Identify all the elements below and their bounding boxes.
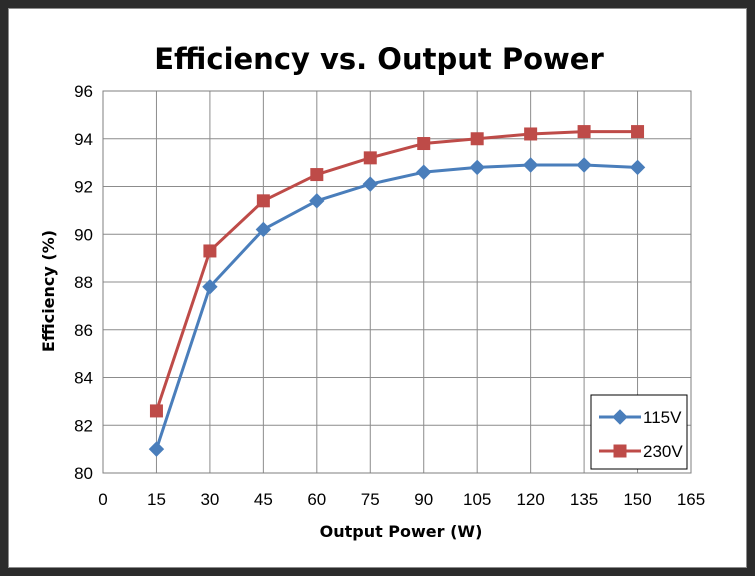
data-point-230v <box>524 127 538 141</box>
data-point-230v <box>417 137 431 151</box>
data-point-230v <box>310 168 324 182</box>
data-point-230v <box>631 125 645 139</box>
legend-marker-230v <box>613 444 627 458</box>
x-tick-label: 105 <box>463 490 491 509</box>
series-layer <box>148 125 646 457</box>
x-tick-label: 150 <box>623 490 651 509</box>
y-axis-title: Efficiency (%) <box>39 230 58 352</box>
legend-marker-115v <box>612 409 628 425</box>
data-point-115v <box>629 159 646 176</box>
efficiency-chart: Efficiency vs. Output Power 80 82 84 86 88 90… <box>39 42 705 541</box>
x-tick-label: 135 <box>570 490 598 509</box>
y-tick-label: 90 <box>74 225 93 244</box>
x-tick-label: 45 <box>254 490 273 509</box>
legend-label-230v: 230V <box>643 442 683 461</box>
y-tick-label: 92 <box>74 178 93 197</box>
y-tick-label: 96 <box>74 82 93 101</box>
x-tick-label: 60 <box>307 490 326 509</box>
y-tick-label: 84 <box>74 369 93 388</box>
legend: 115V 230V <box>590 394 688 470</box>
y-tick-label: 82 <box>74 416 93 435</box>
data-point-115v <box>202 279 218 295</box>
data-point-230v <box>256 194 270 208</box>
data-point-115v <box>576 157 592 173</box>
chart-frame: Efficiency vs. Output Power 80 82 84 86 88 90… <box>8 8 747 568</box>
x-tick-labels: 0 15 30 45 60 75 90 105 120 135 150 165 <box>98 490 705 509</box>
legend-label-115v: 115V <box>643 408 682 427</box>
x-tick-label: 90 <box>414 490 433 509</box>
data-point-230v <box>363 151 377 165</box>
data-point-115v <box>255 221 272 238</box>
y-tick-labels: 80 82 84 86 88 90 92 94 96 <box>74 82 93 483</box>
x-axis-title: Output Power (W) <box>320 522 483 541</box>
data-point-230v <box>577 125 591 139</box>
series-line-115v <box>155 163 638 450</box>
data-point-115v <box>469 159 485 176</box>
y-tick-label: 86 <box>74 321 93 340</box>
series-230v <box>149 125 645 418</box>
x-tick-label: 15 <box>147 490 166 509</box>
data-point-115v <box>522 157 539 173</box>
data-point-115v <box>416 164 432 180</box>
data-point-230v <box>203 244 217 258</box>
data-point-115v <box>309 193 325 209</box>
x-tick-label: 165 <box>677 490 705 509</box>
x-tick-label: 120 <box>516 490 544 509</box>
grid-lines <box>102 90 692 474</box>
plot-area <box>102 90 692 474</box>
y-tick-label: 80 <box>74 464 93 483</box>
chart-title: Efficiency vs. Output Power <box>154 42 604 76</box>
data-point-230v <box>470 132 484 146</box>
x-tick-label: 75 <box>361 490 380 509</box>
series-line-230v <box>155 130 638 412</box>
y-tick-label: 94 <box>74 130 93 149</box>
series-115v <box>148 157 646 457</box>
x-tick-label: 30 <box>200 490 219 509</box>
data-point-230v <box>149 404 163 418</box>
y-tick-label: 88 <box>74 273 93 292</box>
data-point-115v <box>362 176 378 192</box>
data-point-115v <box>148 441 165 457</box>
x-tick-label: 0 <box>98 490 107 509</box>
legend-box <box>590 394 688 470</box>
